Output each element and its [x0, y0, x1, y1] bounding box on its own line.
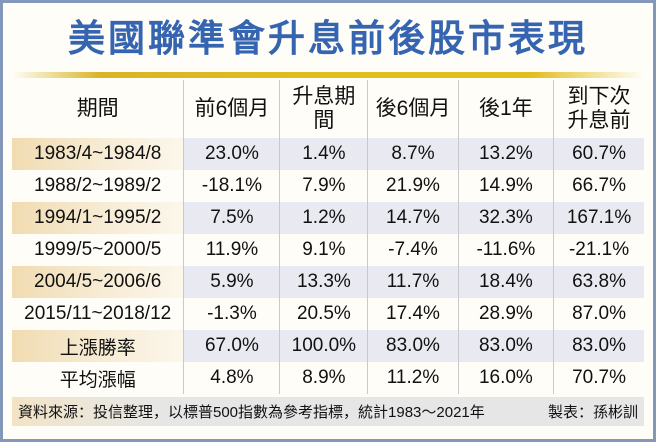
- table-row: 上漲勝率 67.0% 100.0% 83.0% 83.0% 83.0%: [12, 330, 644, 362]
- value-cell: 11.9%: [183, 234, 280, 266]
- col-header-period: 期間: [76, 96, 119, 120]
- col-header-until-next-hike: 到下次 升息前: [553, 80, 644, 138]
- value-cell: 87.0%: [553, 298, 644, 330]
- table-body: 1983/4~1984/8 23.0% 1.4% 8.7% 13.2% 60.7% 1988…: [12, 138, 644, 394]
- table-row: 1999/5~2000/5 11.9% 9.1% -7.4% -11.6% -21.1%: [12, 234, 644, 266]
- value-cell: 83.0%: [367, 330, 459, 362]
- table-row: 1994/1~1995/2 7.5% 1.2% 14.7% 32.3% 167.1%: [12, 202, 644, 234]
- value-cell: 9.1%: [279, 234, 368, 266]
- period-cell: 2004/5~2006/6: [12, 266, 184, 298]
- value-cell: 5.9%: [183, 266, 280, 298]
- gold-divider: [12, 72, 644, 78]
- footer: 資料來源：投信整理，以標普500指數為參考指標，統計1983～2021年 製表：…: [12, 397, 644, 426]
- value-cell: 1.2%: [279, 202, 368, 234]
- value-cell: 70.7%: [553, 362, 644, 394]
- value-cell: -7.4%: [367, 234, 459, 266]
- value-cell: -1.3%: [183, 298, 280, 330]
- performance-table: 期間 前6個月 升息期間 後6個月 後1年 到下次 升息前 1983/4~198…: [12, 80, 644, 394]
- value-cell: 66.7%: [553, 170, 644, 202]
- page-title: 美國聯準會升息前後股市表現: [68, 18, 588, 59]
- value-cell: 4.8%: [183, 362, 280, 394]
- value-cell: 21.9%: [367, 170, 459, 202]
- header-row: 期間 前6個月 升息期間 後6個月 後1年 到下次 升息前: [12, 80, 644, 138]
- value-cell: 13.2%: [457, 138, 554, 170]
- value-cell: 167.1%: [553, 202, 644, 234]
- source-note: 資料來源：投信整理，以標普500指數為參考指標，統計1983～2021年: [18, 404, 485, 421]
- value-cell: 7.9%: [279, 170, 368, 202]
- period-cell: 2015/11~2018/12: [24, 303, 172, 324]
- value-cell: 60.7%: [553, 138, 644, 170]
- value-cell: 14.9%: [457, 170, 554, 202]
- value-cell: 100.0%: [279, 330, 368, 362]
- table-row: 1988/2~1989/2 -18.1% 7.9% 21.9% 14.9% 66.7%: [12, 170, 644, 202]
- value-cell: 7.5%: [183, 202, 280, 234]
- value-cell: 11.2%: [367, 362, 459, 394]
- value-cell: -18.1%: [183, 170, 280, 202]
- value-cell: 28.9%: [457, 298, 554, 330]
- value-cell: 1.4%: [279, 138, 368, 170]
- period-cell: 上漲勝率: [12, 330, 184, 362]
- value-cell: 17.4%: [367, 298, 459, 330]
- value-cell: 23.0%: [183, 138, 280, 170]
- value-cell: 8.9%: [279, 362, 368, 394]
- value-cell: 32.3%: [457, 202, 554, 234]
- value-cell: 16.0%: [457, 362, 554, 394]
- period-cell: 1994/1~1995/2: [12, 202, 184, 234]
- value-cell: -21.1%: [553, 234, 644, 266]
- value-cell: 83.0%: [553, 330, 644, 362]
- period-cell: 1983/4~1984/8: [12, 138, 184, 170]
- col-header-hike-period: 升息期間: [279, 80, 368, 138]
- value-cell: 13.3%: [279, 266, 368, 298]
- value-cell: 18.4%: [457, 266, 554, 298]
- value-cell: 63.8%: [553, 266, 644, 298]
- value-cell: 67.0%: [183, 330, 280, 362]
- credit-note: 製表：孫彬訓: [547, 404, 638, 421]
- period-cell: 1999/5~2000/5: [34, 239, 162, 260]
- table-row: 2004/5~2006/6 5.9% 13.3% 11.7% 18.4% 63.8%: [12, 266, 644, 298]
- value-cell: 11.7%: [367, 266, 459, 298]
- value-cell: -11.6%: [457, 234, 554, 266]
- col-header-next-1y: 後1年: [457, 80, 554, 138]
- period-cell: 平均漲幅: [59, 369, 136, 391]
- value-cell: 20.5%: [279, 298, 368, 330]
- table-row: 2015/11~2018/12 -1.3% 20.5% 17.4% 28.9% 87.0%: [12, 298, 644, 330]
- table-row: 平均漲幅 4.8% 8.9% 11.2% 16.0% 70.7%: [12, 362, 644, 394]
- value-cell: 8.7%: [367, 138, 459, 170]
- table-row: 1983/4~1984/8 23.0% 1.4% 8.7% 13.2% 60.7%: [12, 138, 644, 170]
- col-header-next-6m: 後6個月: [367, 80, 459, 138]
- value-cell: 83.0%: [457, 330, 554, 362]
- col-header-prev-6m: 前6個月: [183, 80, 280, 138]
- value-cell: 14.7%: [367, 202, 459, 234]
- period-cell: 1988/2~1989/2: [34, 175, 162, 196]
